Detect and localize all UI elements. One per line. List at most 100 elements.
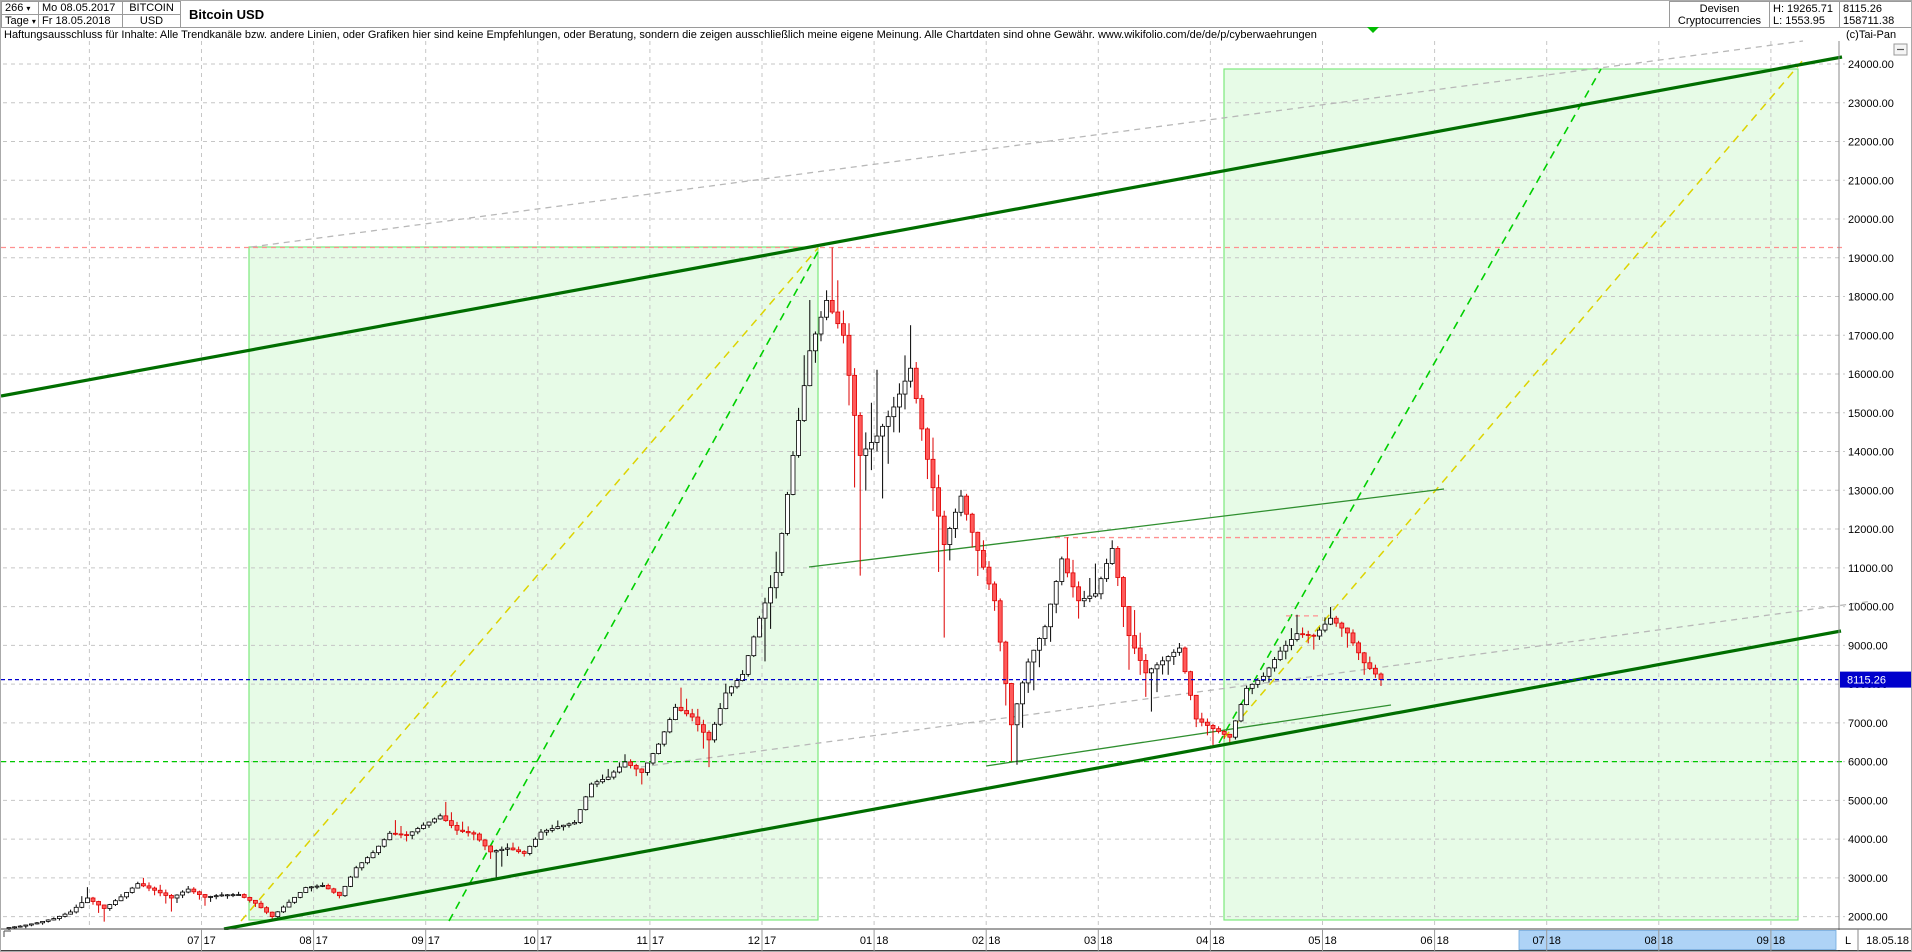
candle-body [1109,548,1115,564]
candle-body [717,708,723,725]
y-axis-label: 22000.00 [1848,137,1894,149]
candle-body [236,894,242,896]
candle-body [118,896,124,902]
x-axis-label: 17 [540,935,552,947]
candle-body [824,300,829,318]
x-axis-label: 10 [524,935,536,947]
candle-body [1311,634,1317,637]
candle-body [953,511,958,529]
candle-body [460,829,466,832]
candle-body [919,398,925,430]
candle-body [482,839,488,847]
candle-body [1121,577,1126,607]
candle-body [1053,581,1059,605]
candle-body [1132,635,1137,649]
candle-body [387,832,393,841]
candle-body [925,428,930,460]
candle-body [908,367,913,382]
time-axis-bg [2,930,1911,950]
candle-body [180,891,186,896]
candle-body [1249,683,1255,689]
candle-body [113,900,118,905]
disclaimer-bar: Haftungsausschluss für Inhalte: Alle Tre… [1,27,1911,42]
candle-body [252,899,258,904]
candle-body [617,766,622,773]
candle-body [841,323,846,336]
candle-body [1171,651,1177,657]
y-axis-label: 5000.00 [1848,795,1888,807]
candle-body [1188,671,1193,696]
horizontal-lines [1,246,1845,767]
candle-body [521,851,527,854]
candle-body [768,587,773,604]
candle-body [331,888,337,893]
candle-body [1104,563,1109,580]
y-axis-label: 15000.00 [1848,408,1894,420]
timeframe-dropdown[interactable]: Tage ▾ [1,14,39,28]
y-axis-label: 20000.00 [1848,214,1894,226]
candle-body [751,636,757,657]
candle-body [757,617,762,638]
candle-body [997,600,1003,643]
candle-body [1233,720,1238,738]
candle-body [476,833,482,841]
candle-body [1048,603,1053,628]
shaded-regions [248,68,1799,921]
candle-body [549,828,555,831]
candle-body [1126,606,1132,637]
x-axis-label: 06 [1420,935,1432,947]
candle-body [370,852,376,859]
candle-body [1070,572,1076,588]
y-axis-label: 14000.00 [1848,447,1894,459]
gridlines [3,41,1845,929]
candle-body [107,904,113,909]
candle-body [656,743,661,754]
y-axis-label: 16000.00 [1848,369,1894,381]
candle-body [583,796,589,811]
timeframe-value: Tage [5,15,29,27]
candle-body [1199,718,1205,723]
candle-body [437,815,443,820]
candle-body [129,887,135,893]
candle-body [275,911,281,918]
candle-body [1289,639,1294,646]
candle-body [1373,667,1378,675]
current-price-chip: 8115.26 [1840,671,1911,688]
candle-body [846,334,852,376]
volume-value: 158711.38 [1843,14,1895,27]
x-axis-label: 01 [860,935,872,947]
candle-body [264,907,270,913]
candle-body [359,862,365,869]
fan-yellow-2017 [240,247,819,922]
candle-body [353,867,359,878]
candle-body [146,885,152,889]
candle-body [432,818,438,823]
collapse-axis-button[interactable] [1893,43,1908,56]
y-axis-label: 17000.00 [1848,330,1894,342]
y-axis-label: 10000.00 [1848,602,1894,614]
y-axis-label: 12000.00 [1848,524,1894,536]
candle-body [297,892,303,898]
candle-body [891,406,897,418]
candle-body [376,845,382,854]
candle-body [645,762,650,773]
candle-body [448,820,454,826]
candle-body [23,924,29,927]
candle-body [1238,704,1244,722]
candle-body [785,494,790,534]
candle-body [734,680,740,688]
candle-body [689,713,695,718]
candle-body [504,847,510,850]
candle-body [773,572,779,589]
candle-body [1065,558,1070,574]
candle-body [1356,642,1361,654]
candle-body [863,448,869,456]
y-axis-label: 2000.00 [1848,912,1888,924]
candle-body [415,828,421,833]
candle-body [1025,661,1031,684]
candle-body [157,889,163,894]
candle-body [1277,650,1283,660]
x-axis-label: 18 [1100,935,1112,947]
